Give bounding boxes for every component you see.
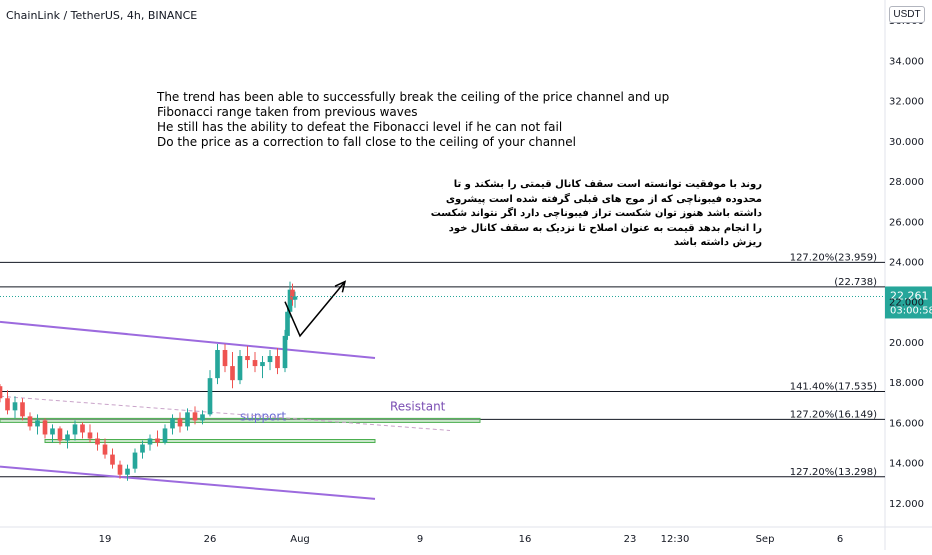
candle[interactable]	[282, 335, 288, 369]
candle[interactable]	[177, 418, 183, 427]
current-price-badge[interactable]	[885, 286, 932, 319]
y-tick-label: 24.000	[889, 257, 924, 268]
y-tick-label: 28.000	[889, 177, 924, 188]
candle[interactable]	[57, 428, 63, 441]
fib-level-label: (22.738)	[834, 277, 877, 288]
y-tick-label: 34.000	[889, 56, 924, 67]
candle[interactable]	[12, 402, 18, 411]
x-tick-label: 16	[519, 534, 532, 545]
candle[interactable]	[292, 296, 298, 300]
y-tick-label: 12.000	[889, 499, 924, 510]
x-tick-label: 26	[204, 534, 217, 545]
candle[interactable]	[125, 468, 130, 475]
candle[interactable]	[50, 428, 55, 435]
candle[interactable]	[132, 452, 138, 469]
currency-badge[interactable]: USDT	[889, 6, 925, 23]
y-tick-label: 14.000	[889, 459, 924, 470]
candle[interactable]	[155, 438, 160, 443]
candle[interactable]	[35, 420, 40, 427]
persian-annotation-line: داشته باشد هنوز توان شکست تراز فیبوناچی …	[430, 208, 762, 219]
y-tick-label: 18.000	[889, 378, 924, 389]
support-label: support	[240, 409, 286, 423]
candle[interactable]	[200, 414, 205, 421]
english-annotation-line: He still has the ability to defeat the F…	[157, 120, 563, 134]
candle[interactable]	[252, 360, 258, 367]
candle[interactable]	[275, 356, 280, 369]
channel-line[interactable]	[0, 320, 376, 360]
fib-level-label: 141.40%(17.535)	[790, 382, 877, 393]
candle[interactable]	[42, 420, 48, 435]
candle[interactable]	[207, 378, 213, 415]
candle[interactable]	[170, 418, 175, 429]
persian-annotation: روند با موفقیت توانسته است سقف کانال قیم…	[430, 178, 762, 251]
support-zone[interactable]	[44, 439, 376, 444]
candle[interactable]	[72, 424, 78, 435]
dashed-trend-line[interactable]	[0, 395, 451, 431]
resistant-label: Resistant	[390, 399, 446, 413]
english-annotation-line: Fibonacci range taken from previous wave…	[157, 105, 418, 119]
x-tick-label: Sep	[756, 534, 775, 545]
candle[interactable]	[117, 464, 123, 475]
candle[interactable]	[102, 444, 108, 455]
projected-path[interactable]	[284, 281, 346, 338]
candle[interactable]	[245, 356, 250, 361]
resistant-zone[interactable]	[0, 417, 481, 423]
candle[interactable]	[147, 438, 153, 445]
candle[interactable]	[65, 434, 70, 441]
y-tick-label: 20.000	[889, 338, 924, 349]
x-tick-label: 23	[624, 534, 637, 545]
persian-annotation-line: را انجام بدهد قیمت به عنوان اصلاح تا نزد…	[448, 222, 762, 234]
candle[interactable]	[162, 428, 168, 443]
candle[interactable]	[87, 432, 93, 439]
candle[interactable]	[267, 356, 273, 363]
candle[interactable]	[185, 412, 190, 427]
chart-title: ChainLink / TetherUS, 4h, BINANCE	[6, 9, 198, 22]
candle[interactable]	[287, 289, 293, 312]
candle[interactable]	[285, 311, 290, 336]
english-annotation-line: Do the price as a correction to fall clo…	[157, 135, 576, 149]
bar-countdown: 03:00:58	[890, 305, 932, 316]
candle[interactable]	[5, 398, 10, 411]
x-tick-label: Aug	[290, 534, 310, 545]
candle[interactable]	[95, 438, 100, 445]
y-tick-label: 16.000	[889, 418, 924, 429]
fib-level-label: 127.20%(23.959)	[790, 252, 877, 263]
y-tick-label: 30.000	[889, 137, 924, 148]
candle[interactable]	[290, 289, 295, 300]
persian-annotation-line: محدوده فیبوناچی که از موج های قبلی گرفته…	[445, 193, 762, 205]
persian-annotation-line: ریزش داشته باشد	[673, 237, 762, 248]
candle[interactable]	[20, 402, 25, 417]
candle[interactable]	[110, 454, 115, 465]
fib-level-label: 127.20%(16.149)	[790, 409, 877, 420]
x-tick-label: 19	[99, 534, 112, 545]
candle[interactable]	[230, 366, 235, 381]
candle[interactable]	[27, 416, 33, 427]
channel-line[interactable]	[0, 465, 376, 500]
current-price-value: 22.261	[890, 289, 929, 302]
x-tick-label: 9	[417, 534, 423, 545]
fib-level-label: 127.20%(13.298)	[790, 467, 877, 478]
candle[interactable]	[215, 349, 220, 379]
persian-annotation-line: روند با موفقیت توانسته است سقف کانال قیم…	[453, 179, 762, 190]
y-tick-label: 22.000	[889, 298, 924, 309]
english-annotation: The trend has been able to successfully …	[157, 90, 669, 150]
candle[interactable]	[192, 412, 198, 421]
candle[interactable]	[222, 349, 228, 367]
candle[interactable]	[140, 444, 145, 453]
x-tick-label: 12:30	[661, 534, 690, 545]
arrow-head	[334, 280, 347, 293]
candle[interactable]	[0, 386, 3, 399]
candle[interactable]	[260, 362, 265, 367]
candle[interactable]	[237, 356, 243, 381]
y-tick-label: 32.000	[889, 97, 924, 108]
candle[interactable]	[80, 424, 85, 433]
x-tick-label: 6	[837, 534, 843, 545]
y-tick-label: 26.000	[889, 217, 924, 228]
english-annotation-line: The trend has been able to successfully …	[157, 90, 670, 104]
